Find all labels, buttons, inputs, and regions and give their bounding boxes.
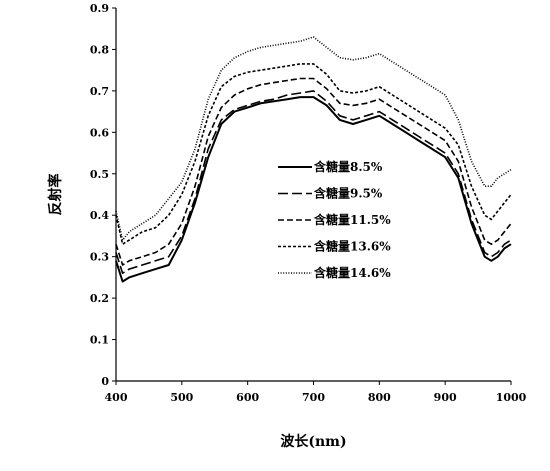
legend-label-5: 含糖量14.6% bbox=[314, 265, 391, 280]
x-tick-label: 1000 bbox=[496, 391, 527, 404]
legend-label-2: 含糖量9.5% bbox=[314, 186, 383, 201]
x-tick-label: 900 bbox=[434, 391, 457, 404]
legend-label-1: 含糖量8.5% bbox=[314, 159, 383, 174]
legend-label-3: 含糖量11.5% bbox=[314, 212, 391, 227]
y-axis-title: 反射率 bbox=[47, 174, 64, 216]
legend-label-4: 含糖量13.6% bbox=[314, 239, 391, 254]
plot-lines bbox=[115, 36, 512, 283]
x-tick-label: 400 bbox=[105, 391, 128, 404]
y-tick-label: 0.5 bbox=[90, 168, 109, 181]
series-line-2 bbox=[115, 90, 512, 275]
series-line-3 bbox=[115, 77, 512, 266]
series-line-5 bbox=[115, 36, 512, 241]
legend: 含糖量8.5% 含糖量9.5% 含糖量11.5% 含糖量13.6% 含糖量14.6% bbox=[278, 159, 391, 280]
series-line-1 bbox=[115, 96, 512, 283]
axes: 0 0.1 0.2 0.3 0.4 0.5 0.6 0.7 0.8 0.9 400 500 600 700… bbox=[90, 2, 527, 404]
y-tick-label: 0.1 bbox=[90, 334, 109, 347]
x-tick-label: 600 bbox=[236, 391, 259, 404]
x-tick-label: 500 bbox=[170, 391, 193, 404]
series-line-4 bbox=[115, 63, 512, 245]
y-tick-label: 0.9 bbox=[90, 2, 109, 15]
y-tick-label: 0.3 bbox=[90, 251, 109, 264]
y-tick-label: 0 bbox=[101, 375, 109, 388]
y-tick-label: 0.6 bbox=[90, 126, 109, 139]
x-axis-title: 波长(nm) bbox=[280, 433, 346, 450]
x-tick-label: 800 bbox=[368, 391, 391, 404]
y-tick-label: 0.2 bbox=[90, 292, 109, 305]
y-tick-label: 0.4 bbox=[90, 209, 109, 222]
y-tick-label: 0.7 bbox=[90, 85, 109, 98]
y-tick-label: 0.8 bbox=[90, 43, 109, 56]
x-tick-label: 700 bbox=[302, 391, 325, 404]
